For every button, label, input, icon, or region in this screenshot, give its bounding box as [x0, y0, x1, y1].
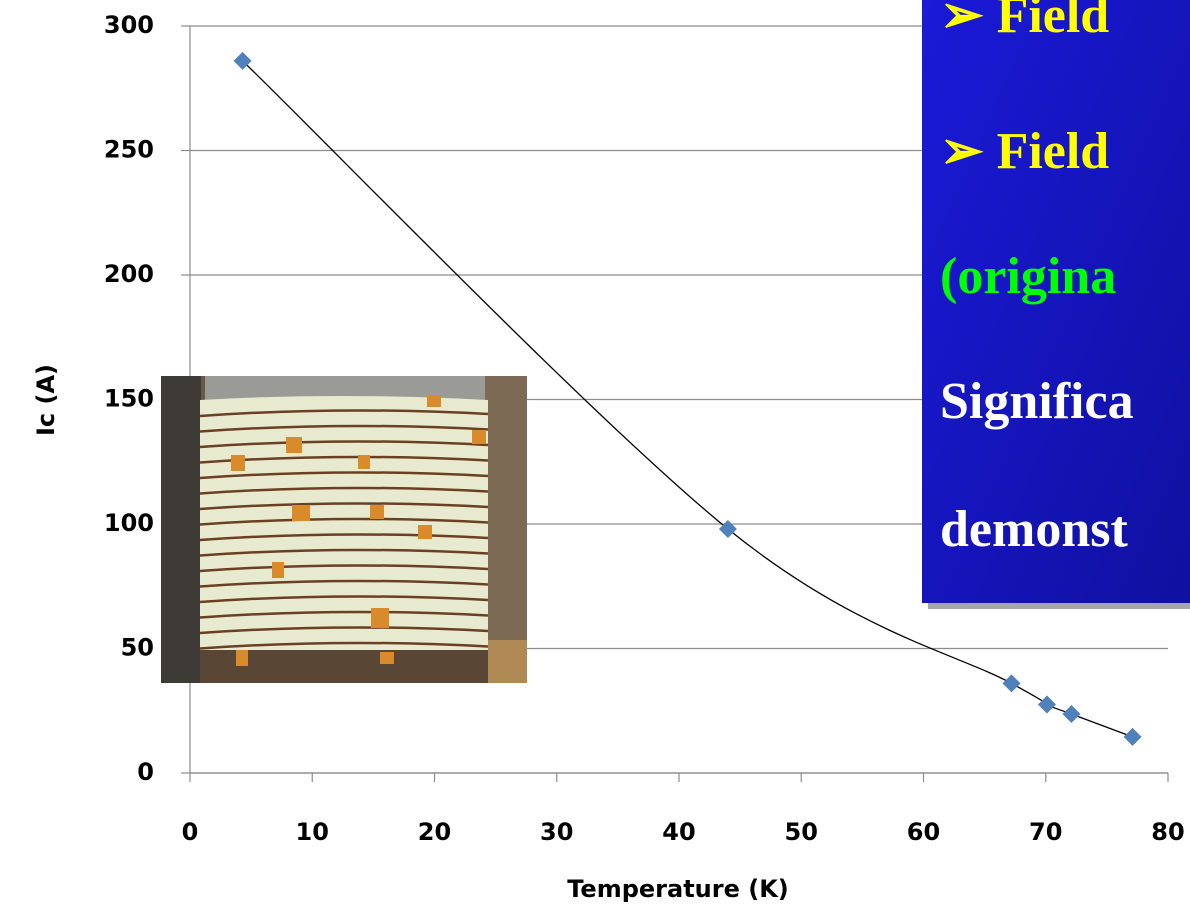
- data-point: [719, 520, 737, 538]
- data-point: [1038, 696, 1056, 714]
- y-tick-label: 300: [104, 11, 154, 39]
- text-box-line: ➢ Field: [940, 0, 1109, 44]
- data-point: [1003, 674, 1021, 692]
- chart: 0 50 100 150 200 250 300 0 10 20 30 40 50 60 70 80 Temp…: [0, 0, 1190, 917]
- y-tick-label: 150: [104, 385, 154, 413]
- x-axis-title: Temperature (K): [567, 875, 789, 903]
- x-tick-label: 50: [785, 818, 818, 846]
- x-tick-label: 30: [540, 818, 573, 846]
- x-tick-label: 40: [662, 818, 695, 846]
- y-tick-label: 200: [104, 260, 154, 288]
- y-axis-title: Ic (A): [32, 364, 60, 436]
- x-tick-label: 10: [296, 818, 329, 846]
- page: {"chart_data": {"type": "scatter", "x_la…: [0, 0, 1190, 917]
- text-box-line: ➢ Field: [940, 123, 1109, 180]
- data-point: [1062, 705, 1080, 723]
- text-box-line: Significa: [940, 373, 1134, 430]
- y-tick-label: 50: [121, 634, 154, 662]
- text-box-line: demonst: [940, 501, 1128, 558]
- x-tick-label: 70: [1029, 818, 1062, 846]
- y-tick-label: 250: [104, 136, 154, 164]
- x-tick-label: 60: [907, 818, 940, 846]
- x-tick-label: 20: [418, 818, 451, 846]
- x-tick-label: 0: [182, 818, 199, 846]
- y-tick-label: 0: [137, 758, 154, 786]
- text-box-line: (origina: [940, 248, 1116, 305]
- y-tick-label: 100: [104, 509, 154, 537]
- photo-inset: [161, 376, 527, 683]
- x-tick-label: 80: [1151, 818, 1184, 846]
- data-point: [1124, 728, 1142, 746]
